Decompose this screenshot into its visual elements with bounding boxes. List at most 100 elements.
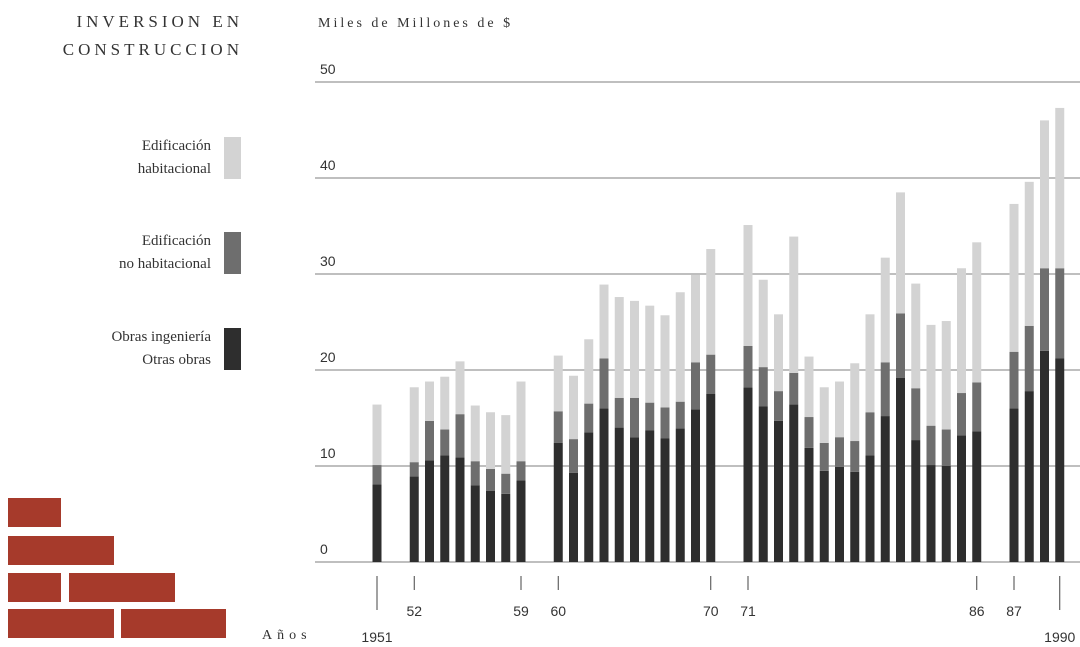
bar-segment — [569, 439, 578, 473]
bar-segment — [425, 420, 434, 461]
bar-segment — [691, 362, 700, 410]
bar-segment — [835, 381, 844, 438]
bar-segment — [1009, 351, 1019, 409]
bar-segment — [743, 346, 753, 388]
bar-segment — [455, 457, 465, 562]
bar-segment — [630, 300, 639, 398]
x-tick-label: 87 — [1006, 603, 1022, 619]
bar-segment — [1055, 268, 1065, 359]
bar-segment — [1055, 107, 1065, 269]
legend-label: Edificación habitacional — [137, 138, 211, 177]
bar-segment — [896, 377, 905, 562]
y-tick-label: 50 — [320, 61, 336, 77]
bar-segment — [926, 324, 936, 426]
bar-segment — [789, 404, 799, 562]
bar-segment — [675, 401, 685, 429]
bar-segment — [614, 397, 624, 428]
bar-segment — [774, 314, 783, 392]
y-axis-label: Miles de Millones de $ — [318, 16, 514, 31]
bar-segment — [758, 406, 768, 562]
bar-segment — [789, 236, 799, 373]
bar-segment — [470, 485, 480, 562]
bar-segment — [1040, 268, 1049, 351]
bar-segment — [645, 305, 655, 403]
bar-segment — [804, 417, 814, 448]
bar-segment — [896, 313, 905, 378]
bar-segment — [957, 268, 966, 394]
x-tick-label: 86 — [969, 603, 985, 619]
x-tick-label: 1990 — [1044, 629, 1075, 645]
bar-segment — [409, 462, 419, 477]
bar-segment — [972, 382, 982, 432]
brick — [69, 573, 175, 602]
bar-segment — [691, 409, 700, 562]
bar-segment — [941, 321, 951, 430]
bar-segment — [1024, 325, 1034, 392]
bar-segment — [372, 465, 382, 485]
legend-swatch — [224, 232, 241, 274]
bar-segment — [850, 441, 860, 472]
bar-segment — [569, 375, 578, 440]
bar-segment — [835, 437, 844, 467]
bar-segment — [372, 484, 382, 562]
bar-segment — [957, 393, 966, 436]
x-tick-label: 59 — [513, 603, 529, 619]
bar-segment — [660, 407, 670, 439]
bar-segment — [1040, 350, 1049, 562]
bar-segment — [614, 427, 624, 562]
bar-segment — [470, 461, 480, 486]
bar-segment — [880, 416, 890, 562]
x-tick-label: 60 — [550, 603, 566, 619]
bar-segment — [1009, 408, 1019, 562]
bar-segment — [819, 442, 829, 471]
bar-segment — [675, 292, 685, 402]
bar-segment — [553, 355, 563, 412]
x-tick-label: 70 — [703, 603, 719, 619]
bar-segment — [880, 362, 890, 417]
bar-segment — [743, 225, 753, 346]
bar-segment — [553, 442, 563, 562]
bar-segment — [440, 455, 450, 562]
bar-segment — [584, 403, 594, 433]
bar-segment — [501, 493, 511, 562]
bar-segment — [569, 472, 578, 562]
legend-swatch — [224, 328, 241, 370]
bar-segment — [1009, 203, 1019, 352]
x-tick-label: 1951 — [361, 629, 392, 645]
bar-segment — [409, 476, 419, 562]
y-tick-label: 40 — [320, 157, 336, 173]
bar-segment — [516, 480, 526, 562]
bar-segment — [850, 363, 860, 442]
bar-segment — [819, 387, 829, 443]
bar-segment — [865, 412, 875, 456]
bar-segment — [804, 356, 814, 418]
x-axis-label: Años — [262, 628, 312, 643]
bar-segment — [660, 438, 670, 562]
bar-segment — [440, 429, 450, 456]
bar-segment — [926, 465, 936, 562]
bar-segment — [645, 430, 655, 562]
bar-segment — [501, 473, 511, 494]
bar-segment — [880, 257, 890, 363]
y-tick-label: 10 — [320, 445, 336, 461]
chart-title: INVERSION EN CONSTRUCCION — [62, 12, 243, 59]
bar-segment — [972, 431, 982, 562]
bar-segment — [819, 470, 829, 562]
bar-segment — [599, 284, 609, 359]
bar-segment — [553, 411, 563, 443]
bar-segment — [501, 415, 511, 474]
bar-segment — [372, 404, 382, 466]
brick — [8, 573, 61, 602]
bar-segment — [1055, 358, 1065, 562]
bar-segment — [660, 315, 670, 408]
bar-segment — [706, 354, 716, 394]
bar-segment — [957, 435, 966, 562]
brick — [121, 609, 226, 638]
bar-segment — [1024, 391, 1034, 562]
bar-segment — [774, 391, 783, 421]
bar-segment — [850, 471, 860, 562]
bar-segment — [706, 249, 716, 355]
bar-segment — [440, 376, 450, 430]
